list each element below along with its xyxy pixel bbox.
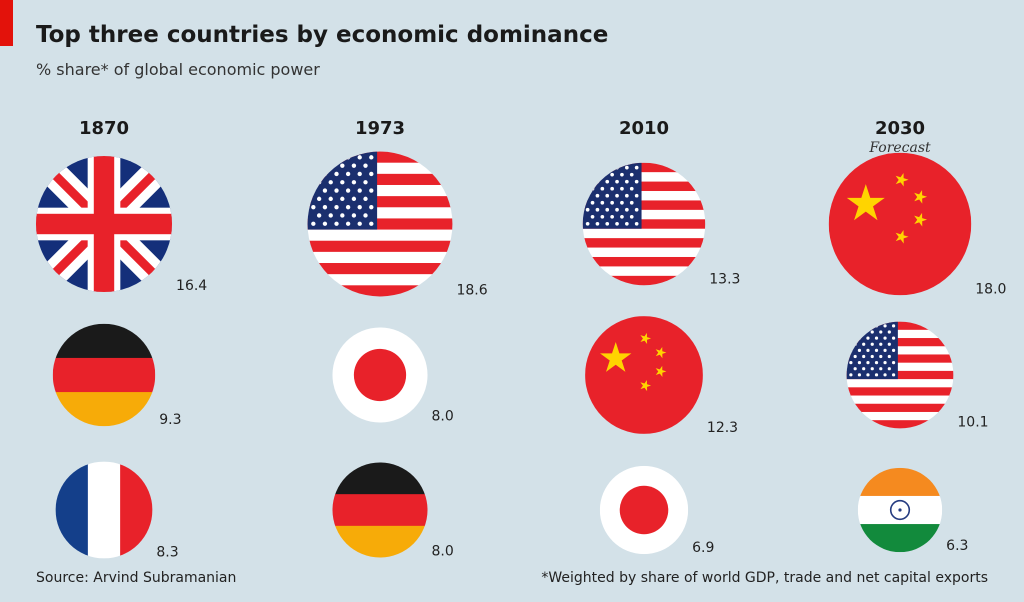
flag-bubble-japan-1973 [332,327,428,423]
flag-bubble-usa-1973 [307,151,453,297]
year-label-1973: 1973 [355,118,405,139]
forecast-note: Forecast [868,140,931,156]
value-label: 16.4 [176,278,207,294]
flag-bubble-japan-2010 [599,465,689,555]
value-label: 6.3 [946,538,968,554]
year-label-2010: 2010 [619,118,669,139]
flag-bubble-usa-2010 [582,162,706,286]
chart-subtitle: % share* of global economic power [36,60,320,79]
flag-bubble-france-1870 [55,461,153,559]
value-label: 8.3 [156,544,178,560]
chart-title: Top three countries by economic dominanc… [36,22,609,48]
value-label: 18.0 [975,281,1006,297]
flag-bubble-china-2010 [585,316,703,434]
flag-bubble-uk-1870 [35,155,173,293]
flag-bubble-china-2030 [828,152,972,296]
flag-bubble-usa-2030 [846,321,954,429]
flag-bubble-india-2030 [857,467,943,553]
value-label: 12.3 [707,420,738,436]
year-label-1870: 1870 [79,118,129,139]
value-label: 8.0 [432,544,454,560]
value-label: 8.0 [432,409,454,425]
year-label-2030: 2030 [875,118,925,139]
value-label: 9.3 [159,412,181,428]
value-label: 10.1 [957,414,988,430]
value-label: 6.9 [692,540,714,556]
brand-accent-bar [0,0,13,46]
value-label: 18.6 [456,282,487,298]
footnote: *Weighted by share of world GDP, trade a… [541,570,988,586]
flag-bubble-germany-1973 [332,462,428,558]
value-label: 13.3 [709,271,740,287]
source-note: Source: Arvind Subramanian [36,570,237,586]
flag-bubble-germany-1870 [52,323,156,427]
